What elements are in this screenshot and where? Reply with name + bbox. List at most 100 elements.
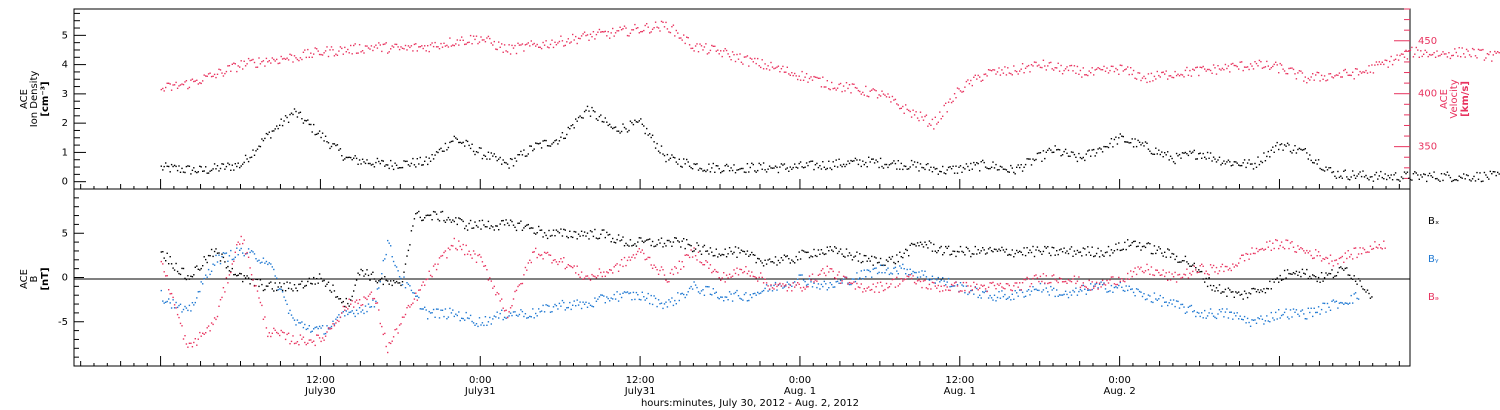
data-point [773, 167, 775, 169]
data-point [1289, 150, 1292, 153]
data-point [1051, 151, 1053, 154]
data-point [324, 50, 327, 52]
data-point [1291, 316, 1293, 318]
data-point [345, 156, 347, 159]
data-point [182, 308, 185, 311]
data-point [480, 36, 482, 38]
data-point [681, 292, 683, 295]
data-point [1304, 273, 1306, 275]
data-point [1350, 176, 1352, 178]
data-point [663, 303, 666, 305]
data-point [575, 118, 577, 120]
data-point [881, 264, 883, 266]
data-point [841, 165, 843, 168]
data-point [1193, 262, 1195, 265]
data-point [1464, 56, 1466, 58]
data-point [666, 153, 669, 156]
data-point [663, 242, 666, 245]
data-point [1005, 298, 1008, 300]
data-point [617, 300, 620, 302]
data-point [970, 255, 972, 258]
data-point [404, 160, 407, 163]
data-point [1350, 294, 1352, 297]
data-point [1143, 75, 1145, 78]
x-tick-time: 12:00 [626, 375, 655, 386]
data-point [443, 219, 445, 222]
tick-label: 4 [62, 60, 68, 71]
data-point [1483, 59, 1486, 61]
data-point [1294, 273, 1296, 275]
data-point [1344, 267, 1346, 270]
data-point [1189, 150, 1191, 153]
data-point [247, 248, 250, 250]
data-point [609, 233, 611, 236]
data-point [1100, 69, 1102, 71]
data-point [776, 264, 778, 266]
data-point [459, 218, 461, 220]
data-point [1494, 50, 1496, 53]
data-point [353, 44, 355, 47]
data-point [557, 42, 559, 44]
data-point [1449, 57, 1452, 60]
data-point [681, 39, 683, 41]
data-point [1312, 161, 1314, 164]
data-point [1066, 250, 1068, 252]
data-point [777, 65, 780, 67]
data-point [219, 69, 222, 71]
data-point [162, 300, 164, 302]
data-point [651, 303, 654, 306]
data-point [400, 167, 402, 169]
data-point [1019, 166, 1021, 169]
data-point [619, 240, 621, 242]
data-point [233, 62, 235, 64]
data-point [480, 228, 482, 230]
data-point [459, 319, 461, 322]
data-point [1011, 293, 1013, 295]
data-point [1352, 302, 1354, 304]
data-point [955, 165, 957, 167]
data-point [1420, 174, 1422, 176]
data-point [1467, 50, 1469, 52]
data-point [511, 314, 513, 317]
data-point [1366, 289, 1369, 291]
data-point [1266, 60, 1268, 63]
data-point [943, 172, 945, 174]
data-point [789, 262, 791, 264]
data-point [1374, 64, 1376, 66]
data-point [1106, 146, 1108, 148]
data-point [601, 229, 603, 231]
data-point [239, 166, 241, 169]
data-point [1184, 312, 1187, 314]
data-point [686, 36, 688, 38]
data-point [261, 261, 263, 263]
data-point [440, 42, 442, 45]
data-point [727, 253, 729, 255]
data-point [644, 24, 646, 27]
data-point [1085, 254, 1087, 256]
data-point [1036, 246, 1039, 248]
data-point [561, 235, 564, 237]
data-point [376, 288, 379, 290]
data-point [461, 317, 463, 319]
data-point [1394, 58, 1397, 60]
data-point [478, 317, 481, 319]
data-point [984, 290, 987, 292]
data-point [817, 249, 820, 251]
data-point [1041, 291, 1043, 293]
data-point [515, 52, 518, 55]
data-point [173, 269, 176, 271]
data-point [699, 292, 701, 295]
data-point [1276, 64, 1278, 66]
data-point [1242, 69, 1244, 72]
data-point [758, 258, 760, 260]
data-point [984, 166, 987, 168]
data-point [431, 312, 433, 314]
data-point [964, 86, 966, 88]
data-point [859, 159, 861, 161]
data-point [566, 235, 568, 238]
data-point [1372, 72, 1375, 74]
data-point [919, 276, 922, 278]
data-point [307, 327, 309, 330]
data-point [1248, 68, 1250, 71]
data-point [1100, 148, 1102, 150]
